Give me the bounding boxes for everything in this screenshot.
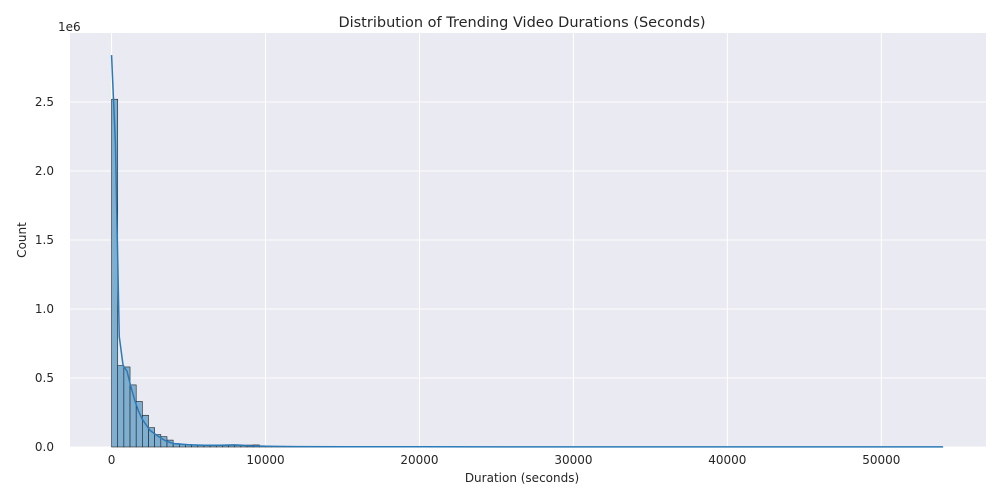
x-tick-label: 0: [108, 453, 116, 467]
x-tick-label: 20000: [400, 453, 438, 467]
x-axis-ticks: 0 10000 20000 30000 40000 50000: [108, 453, 901, 467]
x-tick-label: 40000: [708, 453, 746, 467]
kde-curve: [110, 55, 943, 448]
chart-title: Distribution of Trending Video Durations…: [338, 15, 705, 31]
histogram-bar: [111, 98, 119, 448]
x-tick-label: 10000: [246, 453, 284, 467]
y-tick-label: 0.0: [35, 440, 54, 454]
y-tick-label: 2.0: [35, 164, 54, 178]
y-axis-ticks: 0.0 0.5 1.0 1.5 2.0 2.5: [35, 95, 54, 454]
y-axis-scale-note: 1e6: [58, 20, 81, 34]
x-axis-label: Duration (seconds): [465, 471, 579, 485]
x-tick-label: 50000: [862, 453, 900, 467]
y-tick-label: 1.0: [35, 302, 54, 316]
y-tick-label: 1.5: [35, 233, 54, 247]
y-tick-label: 2.5: [35, 95, 54, 109]
y-axis-label: Count: [15, 222, 29, 258]
histogram-bar: [117, 365, 125, 448]
x-tick-label: 30000: [554, 453, 592, 467]
y-tick-label: 0.5: [35, 371, 54, 385]
